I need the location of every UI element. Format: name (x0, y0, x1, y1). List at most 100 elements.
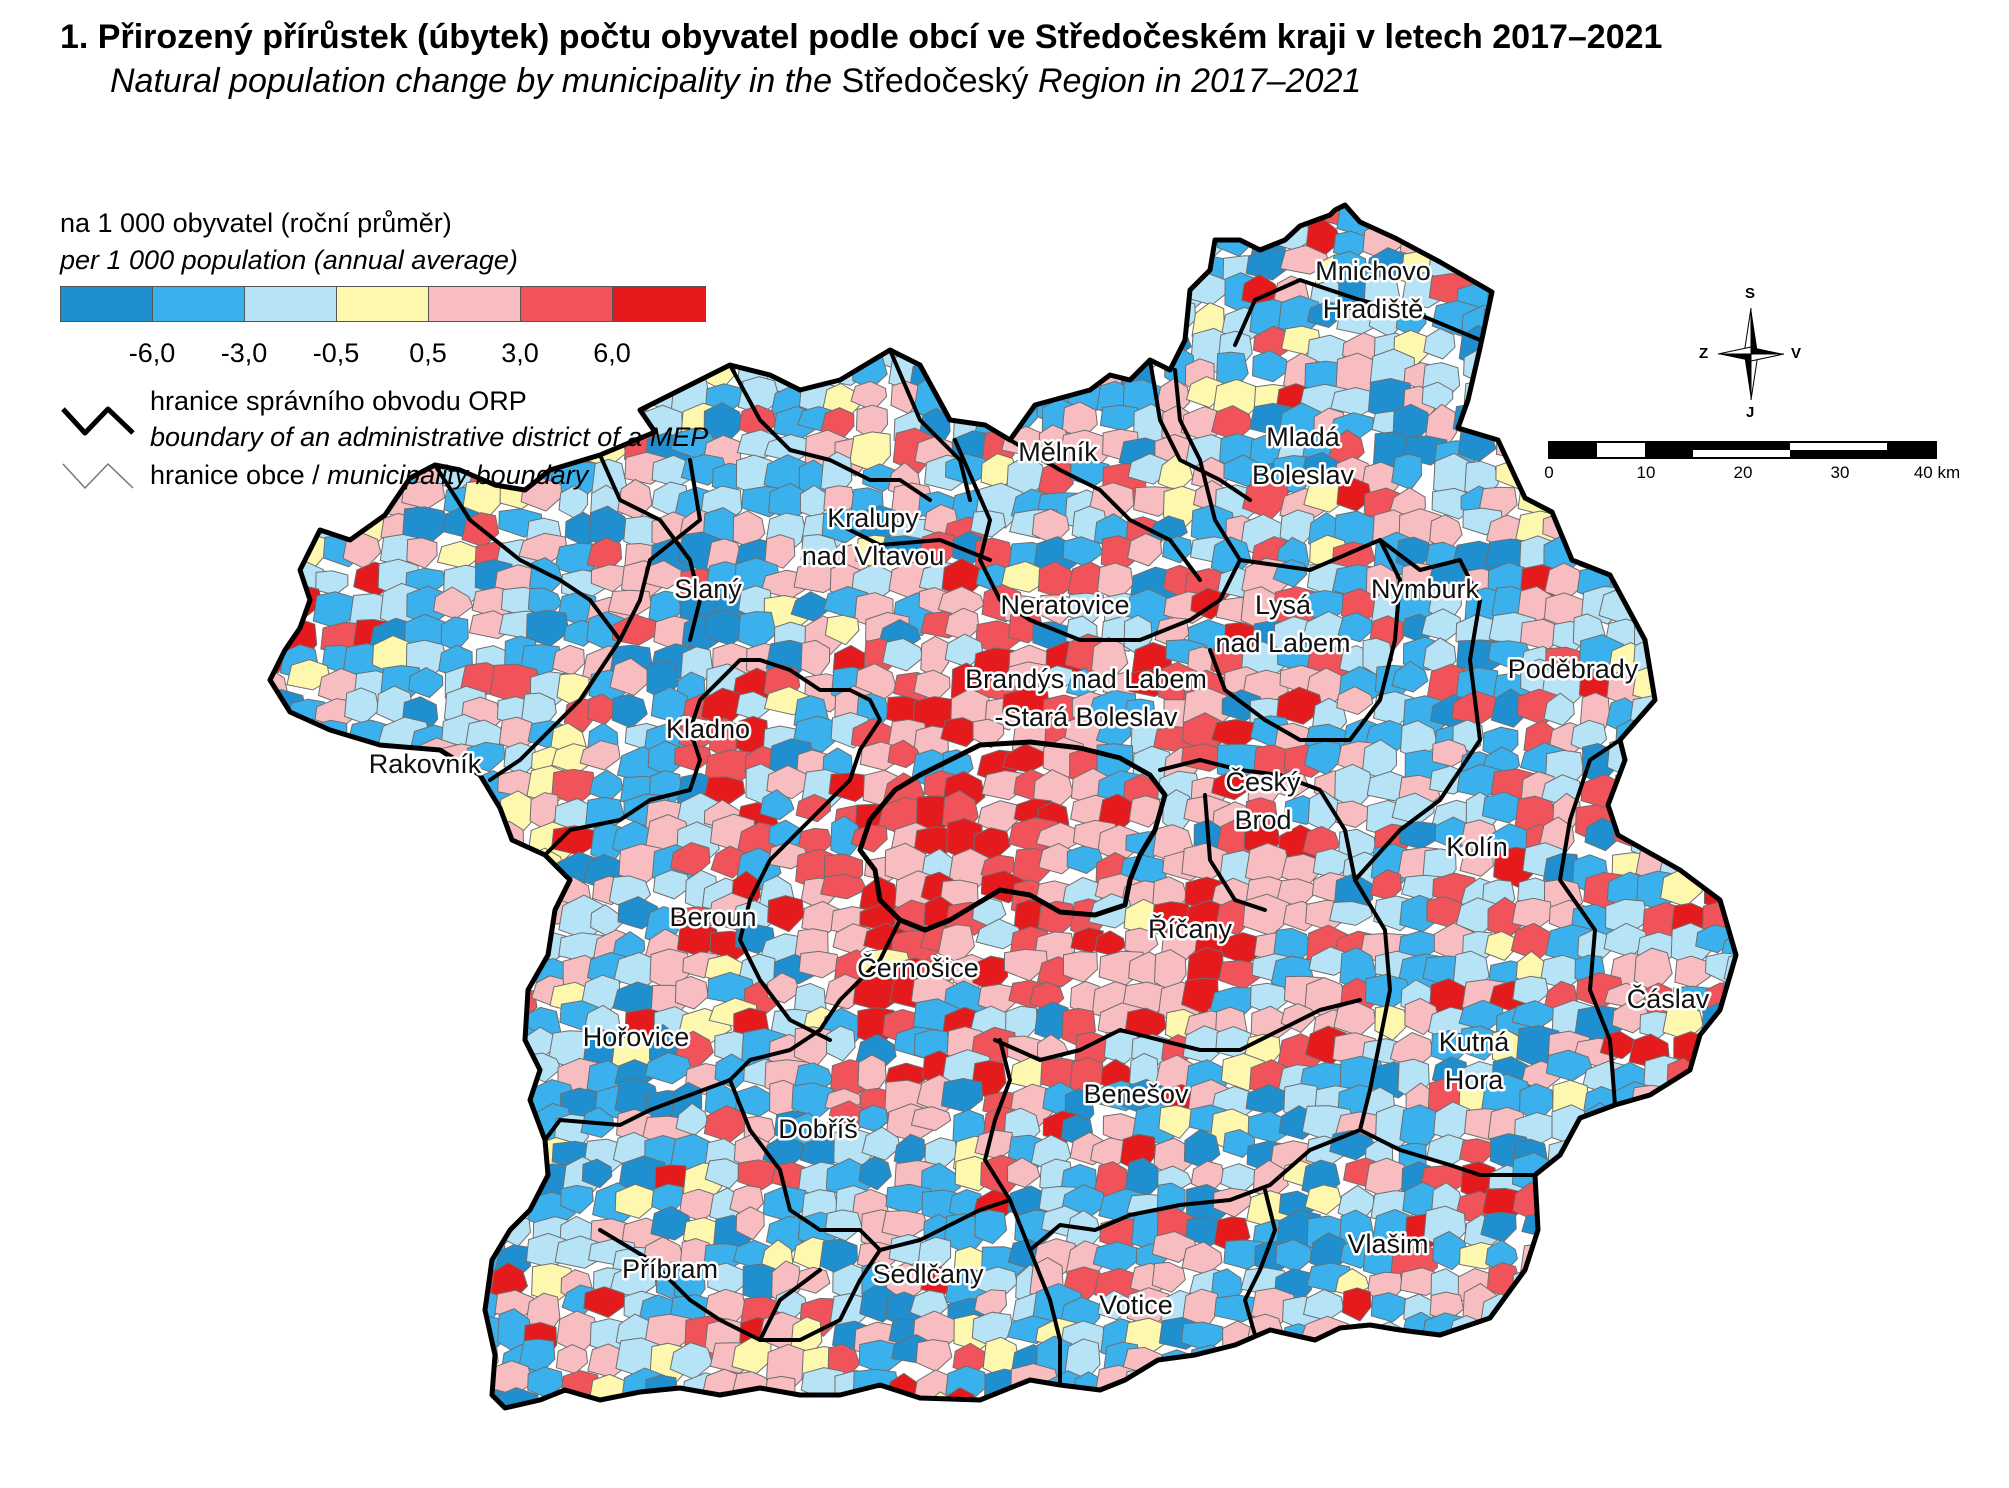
municipality-cell (1630, 1210, 1676, 1251)
municipality-cell (953, 308, 1002, 347)
municipality-cell (492, 205, 537, 213)
municipality-cell (1552, 477, 1593, 523)
municipality-cell (1664, 1212, 1704, 1248)
municipality-cell (1673, 219, 1715, 260)
municipality-cell (771, 267, 813, 304)
municipality-cell (833, 165, 866, 199)
municipality-cell (1607, 1211, 1654, 1244)
municipality-cell (437, 1370, 472, 1406)
municipality-cell (940, 1077, 984, 1113)
municipality-cell (1729, 1165, 1736, 1207)
municipality-cell (279, 919, 329, 952)
municipality-cell (350, 1023, 399, 1057)
municipality-cell (460, 205, 509, 231)
legend-tick-label: -6,0 (128, 338, 176, 368)
municipality-cell (321, 919, 360, 953)
municipality-cell (1629, 794, 1669, 832)
municipality-cell (1181, 1241, 1223, 1276)
municipality-cell (1486, 1395, 1524, 1408)
municipality-cell (1696, 1168, 1733, 1205)
municipality-cell (1391, 792, 1435, 825)
municipality-cell (589, 142, 627, 174)
municipality-cell (1538, 328, 1588, 360)
municipality-cell (404, 905, 441, 936)
municipality-cell (1664, 476, 1698, 514)
municipality-cell (1422, 205, 1470, 242)
municipality-cell (974, 224, 1010, 265)
municipality-cell (1151, 1399, 1187, 1408)
municipality-cell (270, 769, 287, 802)
municipality-cell (887, 231, 931, 266)
municipality-cell (411, 1286, 460, 1315)
municipality-cell (1578, 140, 1623, 170)
municipality-cell (1719, 533, 1736, 564)
municipality-cell (949, 380, 986, 415)
municipality-cell (1727, 1366, 1736, 1407)
municipality-cell (560, 1184, 594, 1215)
municipality-cell (1477, 1370, 1528, 1403)
municipality-cell (493, 846, 530, 874)
municipality-cell (270, 1084, 302, 1122)
municipality-cell (402, 1131, 451, 1170)
municipality-cell (773, 219, 820, 252)
municipality-cell (1185, 1376, 1217, 1408)
municipality-cell (270, 1057, 302, 1098)
municipality-cell (1328, 900, 1373, 926)
municipality-cell (1577, 299, 1628, 334)
municipality-cell (492, 927, 533, 973)
municipality-cell (279, 1184, 333, 1227)
municipality-cell (1632, 1368, 1674, 1404)
municipality-cell (371, 1266, 417, 1309)
district-label-line: Říčany (1148, 913, 1233, 944)
municipality-cell (347, 1343, 389, 1381)
municipality-cell (403, 957, 444, 991)
legend-tick-label: 3,0 (501, 338, 539, 368)
municipality-cell (1401, 1363, 1432, 1400)
municipality-cell (344, 791, 376, 834)
municipality-cell (1252, 1342, 1286, 1383)
municipality-cell (1063, 951, 1099, 983)
municipality-cell (270, 585, 303, 627)
municipality-cell (292, 173, 339, 198)
municipality-cell (1665, 1238, 1719, 1278)
district-label-line: Čáslav (1627, 983, 1710, 1014)
municipality-cell (1074, 327, 1124, 362)
municipality-cell (1431, 1341, 1474, 1382)
municipality-cell (1726, 1260, 1736, 1291)
municipality-cell (978, 205, 1021, 226)
district-label-line: Slaný (674, 574, 742, 604)
municipality-cell (552, 1396, 588, 1408)
municipality-cell (1672, 380, 1715, 414)
district-label-line: Mladá (1266, 422, 1341, 452)
municipality-cell (279, 1056, 315, 1102)
municipality-cell (374, 1182, 415, 1216)
municipality-cell (1340, 1333, 1389, 1381)
municipality-cell (1370, 1292, 1408, 1323)
municipality-cell (682, 326, 718, 368)
municipality-cell (1666, 278, 1717, 312)
orp-boundary-line (433, 463, 622, 642)
municipality-cell (910, 1106, 952, 1132)
municipality-cell (1308, 1373, 1341, 1408)
municipality-cell (1697, 612, 1733, 648)
municipality-cell (913, 669, 951, 702)
municipality-cell (440, 926, 477, 961)
municipality-cell (1728, 844, 1736, 881)
municipality-cell (1603, 149, 1646, 188)
municipality-cell (882, 151, 922, 192)
municipality-cell (372, 850, 411, 889)
municipality-cell (1150, 205, 1192, 234)
municipality-cell (340, 898, 376, 939)
municipality-cell (1221, 1345, 1266, 1379)
municipality-cell (1635, 1315, 1682, 1350)
municipality-cell (1724, 1000, 1736, 1038)
municipality-cell (270, 848, 293, 881)
municipality-cell (942, 278, 982, 310)
district-label: Dobříš (778, 1114, 858, 1144)
scale-bar-label: 0 (1544, 463, 1554, 482)
municipality-cell (1722, 1183, 1736, 1226)
municipality-cell (1423, 327, 1456, 360)
municipality-cell (1096, 221, 1130, 263)
municipality-cell (1669, 1107, 1715, 1148)
municipality-cell (706, 1391, 744, 1408)
